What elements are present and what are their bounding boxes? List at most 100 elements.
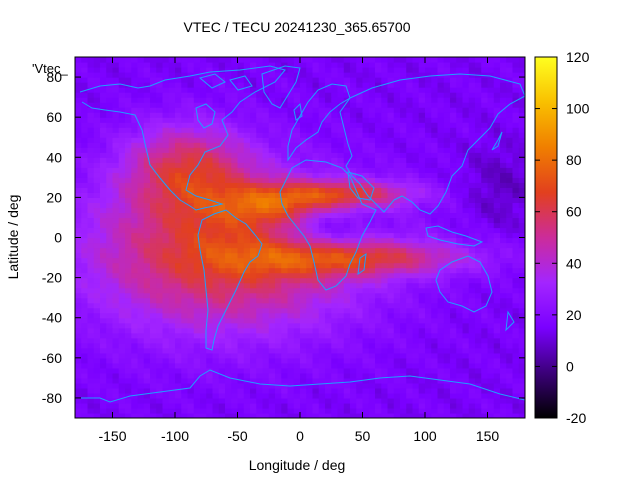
heatmap-cell (350, 272, 357, 279)
heatmap-cell (375, 412, 382, 418)
heatmap-cell (450, 387, 457, 394)
heatmap-cell (350, 387, 357, 394)
heatmap-cell (106, 162, 114, 168)
heatmap-cell (481, 372, 489, 379)
heatmap-cell (506, 317, 514, 324)
heatmap-cell (400, 172, 407, 178)
heatmap-cell (281, 312, 289, 319)
heatmap-cell (393, 157, 401, 163)
heatmap-cell (293, 337, 301, 344)
heatmap-cell (518, 187, 525, 193)
heatmap-cell (168, 402, 176, 409)
heatmap-cell (512, 332, 520, 339)
heatmap-cell (506, 332, 514, 339)
heatmap-cell (462, 292, 470, 299)
heatmap-cell (137, 402, 145, 409)
heatmap-cell (431, 192, 439, 198)
heatmap-cell (118, 77, 126, 83)
heatmap-cell (93, 292, 101, 299)
heatmap-cell (150, 292, 157, 299)
heatmap-cell (481, 342, 489, 349)
heatmap-cell (362, 192, 370, 198)
heatmap-cell (206, 257, 214, 264)
heatmap-cell (350, 332, 357, 339)
heatmap-cell (493, 307, 501, 314)
heatmap-cell (512, 402, 520, 409)
heatmap-cell (181, 317, 189, 324)
heatmap-cell (187, 162, 195, 168)
heatmap-cell (300, 337, 307, 344)
heatmap-cell (337, 117, 345, 123)
heatmap-cell (437, 372, 445, 379)
heatmap-cell (337, 272, 345, 279)
heatmap-cell (400, 142, 407, 148)
heatmap-cell (475, 122, 482, 128)
heatmap-cell (287, 157, 295, 163)
heatmap-cell (212, 127, 220, 133)
heatmap-cell (243, 157, 251, 163)
heatmap-cell (256, 82, 264, 88)
heatmap-cell (131, 277, 139, 284)
heatmap-cell (87, 362, 95, 369)
heatmap-cell (150, 227, 157, 234)
heatmap-cell (218, 197, 226, 203)
heatmap-cell (168, 227, 176, 234)
heatmap-cell (475, 227, 482, 234)
heatmap-cell (381, 352, 389, 359)
heatmap-cell (331, 397, 339, 404)
heatmap-cell (393, 142, 401, 148)
heatmap-cell (362, 97, 370, 103)
heatmap-cell (193, 92, 201, 98)
heatmap-cell (168, 112, 176, 118)
heatmap-cell (356, 302, 364, 309)
heatmap-cell (393, 187, 401, 193)
heatmap-cell (462, 82, 470, 88)
heatmap-cell (337, 162, 345, 168)
heatmap-cell (137, 302, 145, 309)
heatmap-cell (206, 407, 214, 414)
heatmap-cell (500, 407, 507, 414)
heatmap-cell (187, 172, 195, 178)
heatmap-cell (225, 237, 232, 244)
heatmap-cell (331, 352, 339, 359)
heatmap-cell (212, 332, 220, 339)
heatmap-cell (518, 392, 525, 399)
heatmap-cell (418, 372, 426, 379)
heatmap-cell (143, 207, 151, 214)
heatmap-cell (331, 292, 339, 299)
heatmap-cell (356, 97, 364, 103)
heatmap-cell (168, 117, 176, 123)
heatmap-cell (81, 117, 89, 123)
heatmap-cell (125, 247, 132, 254)
heatmap-cell (275, 237, 282, 244)
heatmap-cell (431, 377, 439, 384)
heatmap-cell (225, 192, 232, 198)
heatmap-cell (250, 247, 257, 254)
heatmap-cell (118, 277, 126, 284)
heatmap-cell (518, 77, 525, 83)
heatmap-cell (200, 247, 207, 254)
heatmap-cell (125, 237, 132, 244)
heatmap-cell (506, 362, 514, 369)
heatmap-cell (431, 117, 439, 123)
heatmap-cell (87, 322, 95, 329)
heatmap-cell (325, 72, 332, 78)
heatmap-cell (331, 412, 339, 418)
heatmap-cell (187, 362, 195, 369)
heatmap-cell (475, 97, 482, 103)
heatmap-cell (125, 117, 132, 123)
heatmap-cell (168, 182, 176, 188)
heatmap-cell (350, 317, 357, 324)
heatmap-cell (231, 192, 239, 198)
heatmap-cell (506, 322, 514, 329)
heatmap-cell (143, 137, 151, 143)
heatmap-cell (150, 352, 157, 359)
heatmap-cell (406, 252, 414, 259)
heatmap-cell (150, 87, 157, 93)
heatmap-cell (343, 82, 351, 88)
heatmap-cell (456, 352, 464, 359)
heatmap-cell (312, 132, 320, 138)
heatmap-cell (312, 237, 320, 244)
heatmap-cell (118, 227, 126, 234)
heatmap-cell (193, 132, 201, 138)
